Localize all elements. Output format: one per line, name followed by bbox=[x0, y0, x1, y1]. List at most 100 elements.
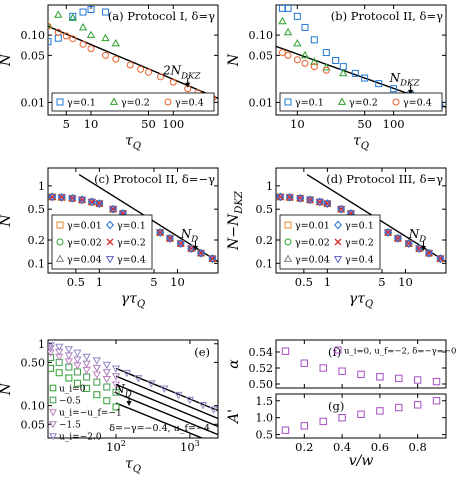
legend-label: γ=0.04 bbox=[295, 255, 330, 266]
data-point bbox=[95, 200, 104, 209]
y-tick-label: 0.05 bbox=[249, 49, 274, 62]
legend-box bbox=[279, 214, 381, 270]
x-tick-label: 0.8 bbox=[409, 440, 427, 454]
chart-panel-a: 5 10 50 100 0.01 0.05 0.10 (a) Protocol I, δ=γ τ… bbox=[0, 4, 219, 152]
x-tick-label: 0.2 bbox=[295, 440, 313, 454]
data-point bbox=[108, 206, 118, 214]
y-tick-label: 0.50 bbox=[21, 356, 46, 369]
legend-label: γ=0.2 bbox=[345, 238, 374, 249]
data-point bbox=[105, 256, 115, 264]
x-tick-label: 50 bbox=[357, 117, 372, 131]
data-point bbox=[338, 367, 346, 375]
data-point bbox=[384, 228, 393, 236]
data-point bbox=[54, 10, 63, 18]
data-point bbox=[93, 391, 101, 399]
data-point bbox=[319, 417, 327, 426]
data-point bbox=[361, 74, 369, 82]
data-point bbox=[424, 248, 434, 257]
data-point bbox=[48, 38, 52, 46]
data-point bbox=[134, 375, 143, 383]
data-point bbox=[111, 373, 121, 381]
data-point bbox=[111, 381, 121, 389]
data-point bbox=[336, 206, 346, 214]
data-point bbox=[404, 240, 413, 249]
y-tick-label: 0.5 bbox=[256, 429, 274, 442]
data-point bbox=[436, 255, 445, 264]
data-point bbox=[102, 369, 111, 377]
chart-panel-f: 0.500.520.54 (f)αu_i=0, u_f=−2, δ=−γ=−0.2 bbox=[226, 339, 457, 391]
data-point bbox=[68, 13, 77, 21]
data-point bbox=[65, 374, 73, 382]
legend-box bbox=[51, 92, 215, 112]
legend-label: γ=0.1 bbox=[117, 221, 146, 232]
annotation-label: ND bbox=[180, 227, 199, 245]
data-point bbox=[144, 68, 152, 76]
data-point bbox=[55, 343, 64, 352]
data-point bbox=[436, 254, 445, 262]
data-point bbox=[278, 49, 286, 57]
data-point bbox=[69, 35, 77, 43]
data-point bbox=[48, 20, 53, 29]
data-point bbox=[322, 63, 331, 71]
data-point bbox=[185, 396, 195, 405]
data-point bbox=[198, 401, 208, 410]
x-tick-label: 5 bbox=[378, 275, 385, 289]
data-point bbox=[49, 433, 57, 441]
x-tick-label: 5 bbox=[63, 117, 70, 131]
legend-label: γ=0.01 bbox=[295, 221, 330, 232]
chart-title: (e) bbox=[194, 345, 210, 359]
data-point bbox=[157, 73, 165, 81]
data-point bbox=[49, 421, 57, 429]
data-point bbox=[83, 373, 91, 381]
data-point bbox=[196, 248, 206, 257]
x-tick-label: 10 bbox=[170, 275, 185, 289]
annotation-label: ND bbox=[408, 227, 427, 245]
data-point bbox=[77, 196, 87, 205]
data-point bbox=[156, 229, 165, 237]
x-tick-label: 10 bbox=[398, 275, 413, 289]
legend-label: u_i=0 bbox=[59, 385, 86, 395]
data-point bbox=[112, 403, 120, 411]
data-point bbox=[68, 195, 77, 203]
y-tick-label: 0.05 bbox=[21, 49, 46, 62]
y-tick-label: 0.2 bbox=[256, 234, 274, 247]
y-tick-label: 1 bbox=[38, 338, 45, 351]
data-point bbox=[112, 55, 120, 63]
chart-panel-g: 0.2 0.4 0.6 0.8 0.5 1.0 1.5 (g) v/w A' bbox=[226, 393, 447, 469]
data-point bbox=[56, 238, 64, 246]
data-point bbox=[82, 366, 91, 375]
data-point bbox=[108, 204, 118, 213]
data-point bbox=[332, 56, 340, 64]
x-tick-label: 0.5 bbox=[67, 275, 85, 289]
data-point bbox=[323, 199, 332, 207]
data-point bbox=[82, 353, 91, 362]
data-point bbox=[285, 192, 294, 201]
legend-label: γ=0.2 bbox=[117, 238, 146, 249]
data-point bbox=[48, 22, 52, 30]
data-point bbox=[57, 194, 66, 202]
data-point bbox=[296, 195, 305, 203]
x-axis-label: γτQ bbox=[349, 291, 373, 310]
data-point bbox=[165, 235, 175, 243]
x-tick-label: 10 bbox=[290, 117, 305, 131]
data-point bbox=[305, 195, 315, 203]
data-point bbox=[165, 233, 175, 242]
data-point bbox=[77, 195, 87, 203]
data-point bbox=[392, 98, 400, 106]
legend-label: γ=0.4 bbox=[117, 255, 146, 266]
data-point bbox=[293, 39, 302, 47]
data-point bbox=[48, 342, 55, 350]
annotation-label: ND bbox=[113, 382, 132, 400]
legend-label: γ=0.4 bbox=[403, 98, 432, 109]
data-point bbox=[390, 85, 398, 93]
legend-label: γ=0.2 bbox=[349, 98, 378, 109]
data-point bbox=[92, 364, 102, 373]
x-tick-label: 0.4 bbox=[333, 440, 351, 454]
y-axis-label: N bbox=[0, 382, 14, 396]
chart-panel-d: 0.5 1 5 10 0.1 0.2 0.5 1 (d) Protocol III, δ=γ γτ… bbox=[226, 167, 447, 310]
legend-label: γ=0.4 bbox=[345, 255, 374, 266]
annotation-arrowhead bbox=[408, 89, 414, 95]
data-point bbox=[432, 397, 441, 405]
legend-label: u_i=−2.0 bbox=[59, 433, 102, 443]
chart-title: (g) bbox=[328, 399, 344, 413]
